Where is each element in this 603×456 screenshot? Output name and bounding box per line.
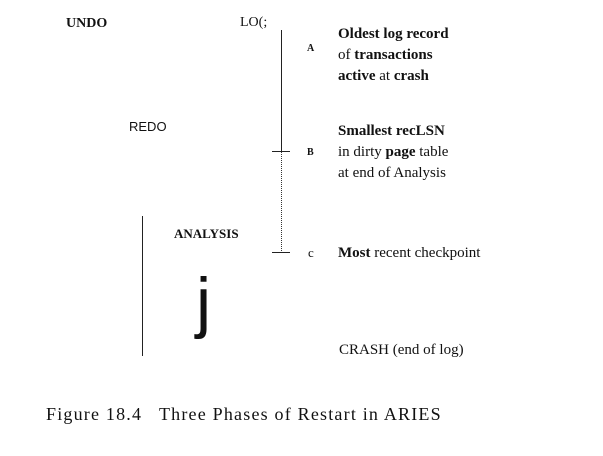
tick-b xyxy=(272,151,290,152)
point-c-plain: recent checkpoint xyxy=(371,245,481,261)
crash-label: CRASH (end of log) xyxy=(339,342,464,359)
j-glyph: j xyxy=(196,262,211,342)
point-b-line2-plain2: table xyxy=(416,144,449,160)
log-label: LO(; xyxy=(240,15,267,31)
tick-c xyxy=(272,252,290,253)
point-c-letter: c xyxy=(308,245,314,261)
point-a-annotation: Oldest log record of transactions active… xyxy=(338,24,449,87)
analysis-phase-label: ANALYSIS xyxy=(174,226,239,242)
point-b-annotation: Smallest recLSN in dirty page table at e… xyxy=(338,121,448,184)
point-b-letter: B xyxy=(307,147,314,158)
point-b-line1: Smallest recLSN xyxy=(338,123,445,139)
point-b-line3: at end of Analysis xyxy=(338,165,446,181)
point-a-letter: A xyxy=(307,43,314,54)
redo-phase-label: REDO xyxy=(129,119,167,134)
undo-timeline-solid xyxy=(281,30,282,152)
redo-timeline-dotted xyxy=(281,152,282,253)
point-a-line2-bold: transactions xyxy=(354,47,432,63)
point-a-line2-plain: of xyxy=(338,47,354,63)
point-a-line3-bold2: crash xyxy=(394,68,429,84)
point-a-line1: Oldest log record xyxy=(338,26,449,42)
figure-caption: Figure 18.4 Three Phases of Restart in A… xyxy=(46,404,442,425)
point-b-line2-bold: page xyxy=(386,144,416,160)
point-c-bold: Most xyxy=(338,245,371,261)
undo-phase-label: UNDO xyxy=(66,16,107,32)
point-a-line3-bold1: active xyxy=(338,68,375,84)
analysis-line xyxy=(142,216,143,356)
point-a-line3-plain: at xyxy=(375,68,393,84)
point-b-line2-plain1: in dirty xyxy=(338,144,386,160)
point-c-annotation: Most recent checkpoint xyxy=(338,243,480,264)
